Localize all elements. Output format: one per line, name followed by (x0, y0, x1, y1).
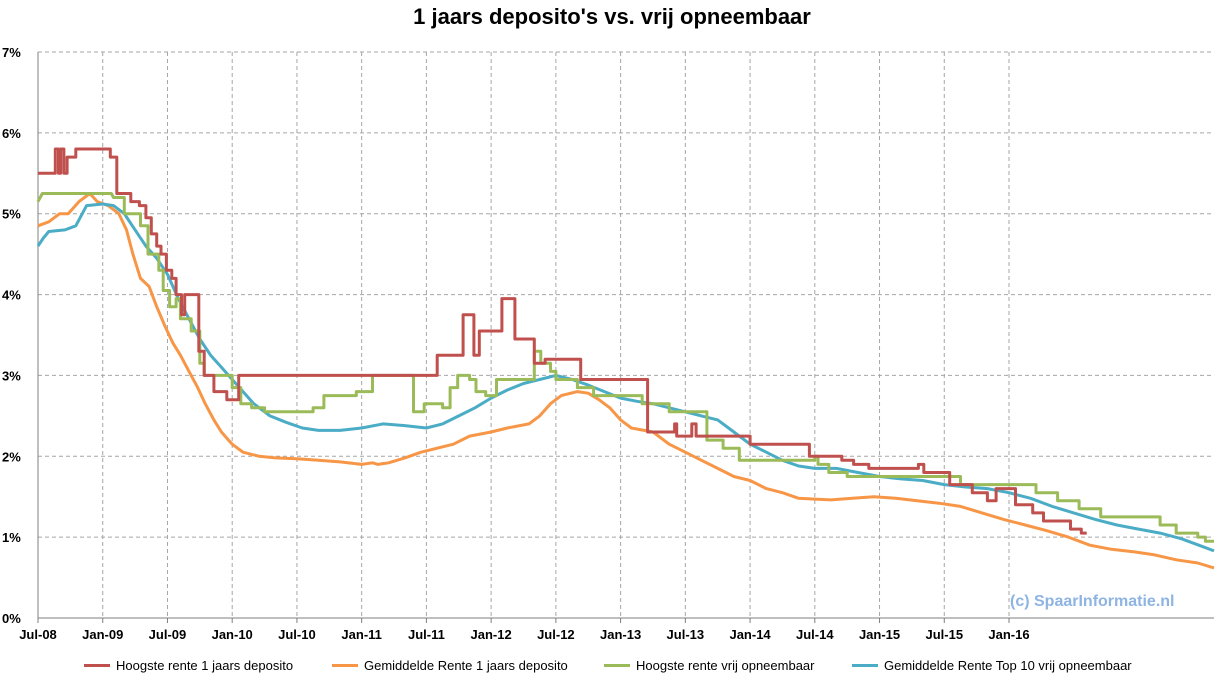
x-tick-label: Jan-16 (988, 627, 1029, 642)
legend-label-gemiddelde-vrij: Gemiddelde Rente Top 10 vrij opneembaar (884, 658, 1132, 673)
series-hoogste-vrij-line (36, 192, 1214, 543)
x-tick-label: Jul-15 (925, 627, 963, 642)
y-tick-label: 0% (2, 611, 21, 626)
series-gemiddelde-vrij-line (36, 202, 1215, 553)
x-tick-label: Jul-08 (19, 627, 57, 642)
x-tick-label: Jul-14 (796, 627, 834, 642)
legend-swatch-gemiddelde-deposito (332, 664, 358, 667)
y-tick-label: 3% (2, 368, 21, 383)
chart-legend: Hoogste rente 1 jaars deposito Gemiddeld… (0, 658, 1224, 680)
legend-label-gemiddelde-deposito: Gemiddelde Rente 1 jaars deposito (364, 658, 568, 673)
x-tick-label: Jul-13 (667, 627, 705, 642)
legend-item-hoogste-deposito: Hoogste rente 1 jaars deposito (84, 658, 293, 673)
legend-swatch-hoogste-deposito (84, 664, 110, 667)
y-tick-label: 6% (2, 126, 21, 141)
x-tick-label: Jul-09 (149, 627, 187, 642)
x-tick-label: Jan-13 (600, 627, 641, 642)
watermark-text: (c) SpaarInformatie.nl (1010, 593, 1175, 610)
series-hoogste-deposito-line (38, 147, 1087, 535)
x-tick-label: Jan-11 (341, 627, 381, 642)
y-tick-label: 5% (2, 207, 21, 222)
x-tick-label: Jul-12 (537, 627, 575, 642)
legend-swatch-gemiddelde-vrij (852, 664, 878, 667)
x-tick-label: Jan-15 (859, 627, 900, 642)
legend-item-gemiddelde-vrij: Gemiddelde Rente Top 10 vrij opneembaar (852, 658, 1132, 673)
x-tick-label: Jan-09 (82, 627, 123, 642)
legend-label-hoogste-vrij: Hoogste rente vrij opneembaar (636, 658, 815, 673)
series-gemiddelde-deposito-line (37, 192, 1215, 570)
x-tick-label: Jul-11 (408, 627, 445, 642)
x-tick-label: Jan-12 (471, 627, 512, 642)
y-tick-label: 2% (2, 449, 21, 464)
chart-plot: 0% 1% 2% 3% 4% 5% 6% 7% Jul-08 Jan-09 Jul-09 Jan-10… (2, 45, 1215, 642)
y-tick-label: 4% (2, 288, 21, 303)
legend-swatch-hoogste-vrij (604, 664, 630, 667)
x-tick-label: Jul-10 (278, 627, 316, 642)
legend-item-gemiddelde-deposito: Gemiddelde Rente 1 jaars deposito (332, 658, 568, 673)
chart-title: 1 jaars deposito's vs. vrij opneembaar (413, 4, 811, 29)
x-tick-label: Jan-14 (729, 627, 771, 642)
y-tick-label: 7% (2, 45, 21, 60)
x-tick-label: Jan-10 (212, 627, 253, 642)
legend-item-hoogste-vrij: Hoogste rente vrij opneembaar (604, 658, 815, 673)
legend-label-hoogste-deposito: Hoogste rente 1 jaars deposito (116, 658, 294, 673)
y-tick-label: 1% (2, 530, 21, 545)
